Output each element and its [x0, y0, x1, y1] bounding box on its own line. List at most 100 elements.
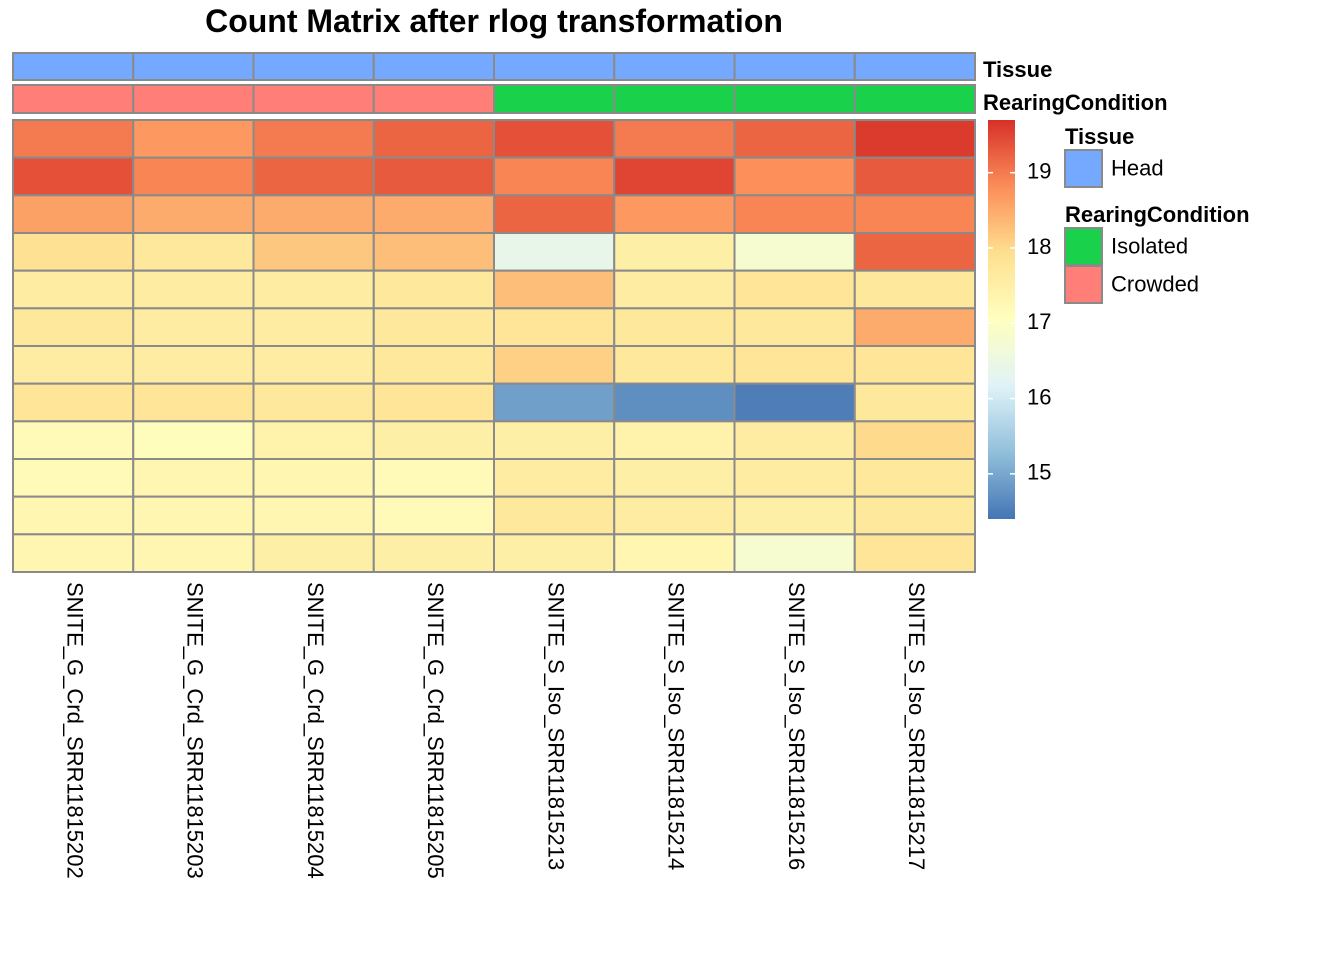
legend-title-rearingcondition: RearingCondition [1065, 202, 1250, 227]
heatmap-cell-r2-c1 [132, 194, 255, 234]
annotation-cell-rearingcondition-2 [252, 84, 375, 114]
heatmap-cell-r9-c7 [853, 458, 976, 498]
heatmap-cell-r0-c2 [252, 119, 375, 159]
heatmap-cell-r6-c5 [613, 345, 736, 385]
heatmap-cell-r6-c6 [733, 345, 856, 385]
heatmap-cell-r5-c7 [853, 307, 976, 348]
color-scale-tick-15: 15 [1027, 460, 1051, 485]
column-label-1: SNITE_G_Crd_SRR11815203 [183, 582, 208, 879]
heatmap-cell-r0-c6 [733, 119, 856, 159]
heatmap-cell-r7-c3 [372, 382, 495, 423]
heatmap-cell-r7-c6 [733, 382, 856, 423]
heatmap-cell-r1-c7 [853, 156, 976, 197]
heatmap-cell-r8-c0 [12, 420, 135, 461]
heatmap-cell-r1-c3 [372, 156, 495, 197]
heatmap-cell-r4-c4 [493, 269, 616, 310]
color-scale-legend: 15 16 17 18 19 [988, 120, 1051, 519]
heatmap-cell-r10-c2 [252, 495, 375, 536]
heatmap-cell-r5-c6 [733, 307, 856, 348]
heatmap-cell-r3-c0 [12, 232, 135, 272]
heatmap-cell-r5-c5 [613, 307, 736, 348]
annotation-label-rearingcondition: RearingCondition [983, 90, 1168, 115]
heatmap-cell-r10-c7 [853, 495, 976, 536]
heatmap-cell-r1-c2 [252, 156, 375, 197]
heatmap-cell-r7-c7 [853, 382, 976, 423]
annotation-cell-tissue-0 [12, 52, 135, 81]
annotation-tracks: Tissue RearingCondition [12, 52, 1168, 115]
heatmap-cell-r6-c4 [493, 345, 616, 385]
heatmap-cell-r2-c0 [12, 194, 135, 234]
heatmap-cell-r6-c7 [853, 345, 976, 385]
column-label-4: SNITE_S_Iso_SRR11815213 [543, 582, 568, 870]
column-label-5: SNITE_S_Iso_SRR11815214 [664, 582, 689, 870]
annotation-cell-rearingcondition-5 [613, 84, 736, 114]
heatmap-cell-r2-c3 [372, 194, 495, 234]
heatmap-cell-r1-c6 [733, 156, 856, 197]
heatmap-cell-r3-c7 [853, 232, 976, 272]
heatmap-cell-r5-c0 [12, 307, 135, 348]
heatmap-cell-r11-c4 [493, 533, 616, 573]
heatmap-cell-r3-c4 [493, 232, 616, 272]
heatmap-cell-r9-c2 [252, 458, 375, 498]
heatmap-cell-r10-c6 [733, 495, 856, 536]
heatmap-cell-r9-c6 [733, 458, 856, 498]
heatmap-cell-r5-c3 [372, 307, 495, 348]
legend-swatch-head [1064, 149, 1103, 188]
heatmap-cell-r1-c4 [493, 156, 616, 197]
heatmap-cell-r2-c4 [493, 194, 616, 234]
annotation-cell-rearingcondition-6 [733, 84, 856, 114]
column-label-7: SNITE_S_Iso_SRR11815217 [904, 582, 929, 870]
heatmap-cell-r3-c6 [733, 232, 856, 272]
heatmap-cell-r7-c0 [12, 382, 135, 423]
column-label-0: SNITE_G_Crd_SRR11815202 [62, 582, 87, 879]
legend-entry-crowded: Crowded [1111, 271, 1199, 296]
heatmap-cell-r2-c2 [252, 194, 375, 234]
heatmap-cell-r6-c0 [12, 345, 135, 385]
heatmap-cell-r8-c6 [733, 420, 856, 461]
column-label-6: SNITE_S_Iso_SRR11815216 [784, 582, 809, 870]
color-scale-tick-17: 17 [1027, 309, 1051, 334]
annotation-cell-tissue-1 [132, 52, 255, 81]
annotation-cell-tissue-2 [252, 52, 375, 81]
heatmap-cell-r7-c1 [132, 382, 255, 423]
heatmap-cell-r7-c2 [252, 382, 375, 423]
legend-title-tissue: Tissue [1065, 124, 1134, 149]
heatmap-cell-r10-c5 [613, 495, 736, 536]
heatmap-cell-r4-c0 [12, 269, 135, 310]
column-label-3: SNITE_G_Crd_SRR11815205 [423, 582, 448, 879]
annotation-cell-rearingcondition-1 [132, 84, 255, 114]
heatmap-cell-r8-c4 [493, 420, 616, 461]
heatmap-cell-r4-c3 [372, 269, 495, 310]
heatmap-cell-r4-c7 [853, 269, 976, 310]
heatmap-cell-r9-c0 [12, 458, 135, 498]
color-scale-tick-18: 18 [1027, 234, 1051, 259]
heatmap-cell-r6-c1 [132, 345, 255, 385]
heatmap-cell-r8-c1 [132, 420, 255, 461]
heatmap-cell-r5-c1 [132, 307, 255, 348]
heatmap-cells [12, 119, 976, 573]
heatmap-cell-r0-c7 [853, 119, 976, 159]
chart-title: Count Matrix after rlog transformation [205, 3, 783, 39]
heatmap-cell-r11-c0 [12, 533, 135, 573]
heatmap-cell-r11-c1 [132, 533, 255, 573]
heatmap-cell-r11-c3 [372, 533, 495, 573]
heatmap-cell-r4-c1 [132, 269, 255, 310]
annotation-cell-rearingcondition-3 [372, 84, 495, 114]
heatmap-cell-r9-c3 [372, 458, 495, 498]
heatmap-cell-r0-c0 [12, 119, 135, 159]
annotation-cell-tissue-7 [853, 52, 976, 81]
heatmap-cell-r1-c5 [613, 156, 736, 197]
heatmap-cell-r11-c7 [853, 533, 976, 573]
heatmap-cell-r8-c2 [252, 420, 375, 461]
heatmap-cell-r7-c5 [613, 382, 736, 423]
heatmap-cell-r4-c6 [733, 269, 856, 310]
heatmap-cell-r4-c2 [252, 269, 375, 310]
heatmap-cell-r7-c4 [493, 382, 616, 423]
heatmap-cell-r3-c3 [372, 232, 495, 272]
column-label-2: SNITE_G_Crd_SRR11815204 [303, 582, 328, 879]
annotation-cell-tissue-4 [493, 52, 616, 81]
annotation-label-tissue: Tissue [983, 57, 1052, 82]
color-scale-tick-19: 19 [1027, 159, 1051, 184]
heatmap-cell-r1-c0 [12, 156, 135, 197]
